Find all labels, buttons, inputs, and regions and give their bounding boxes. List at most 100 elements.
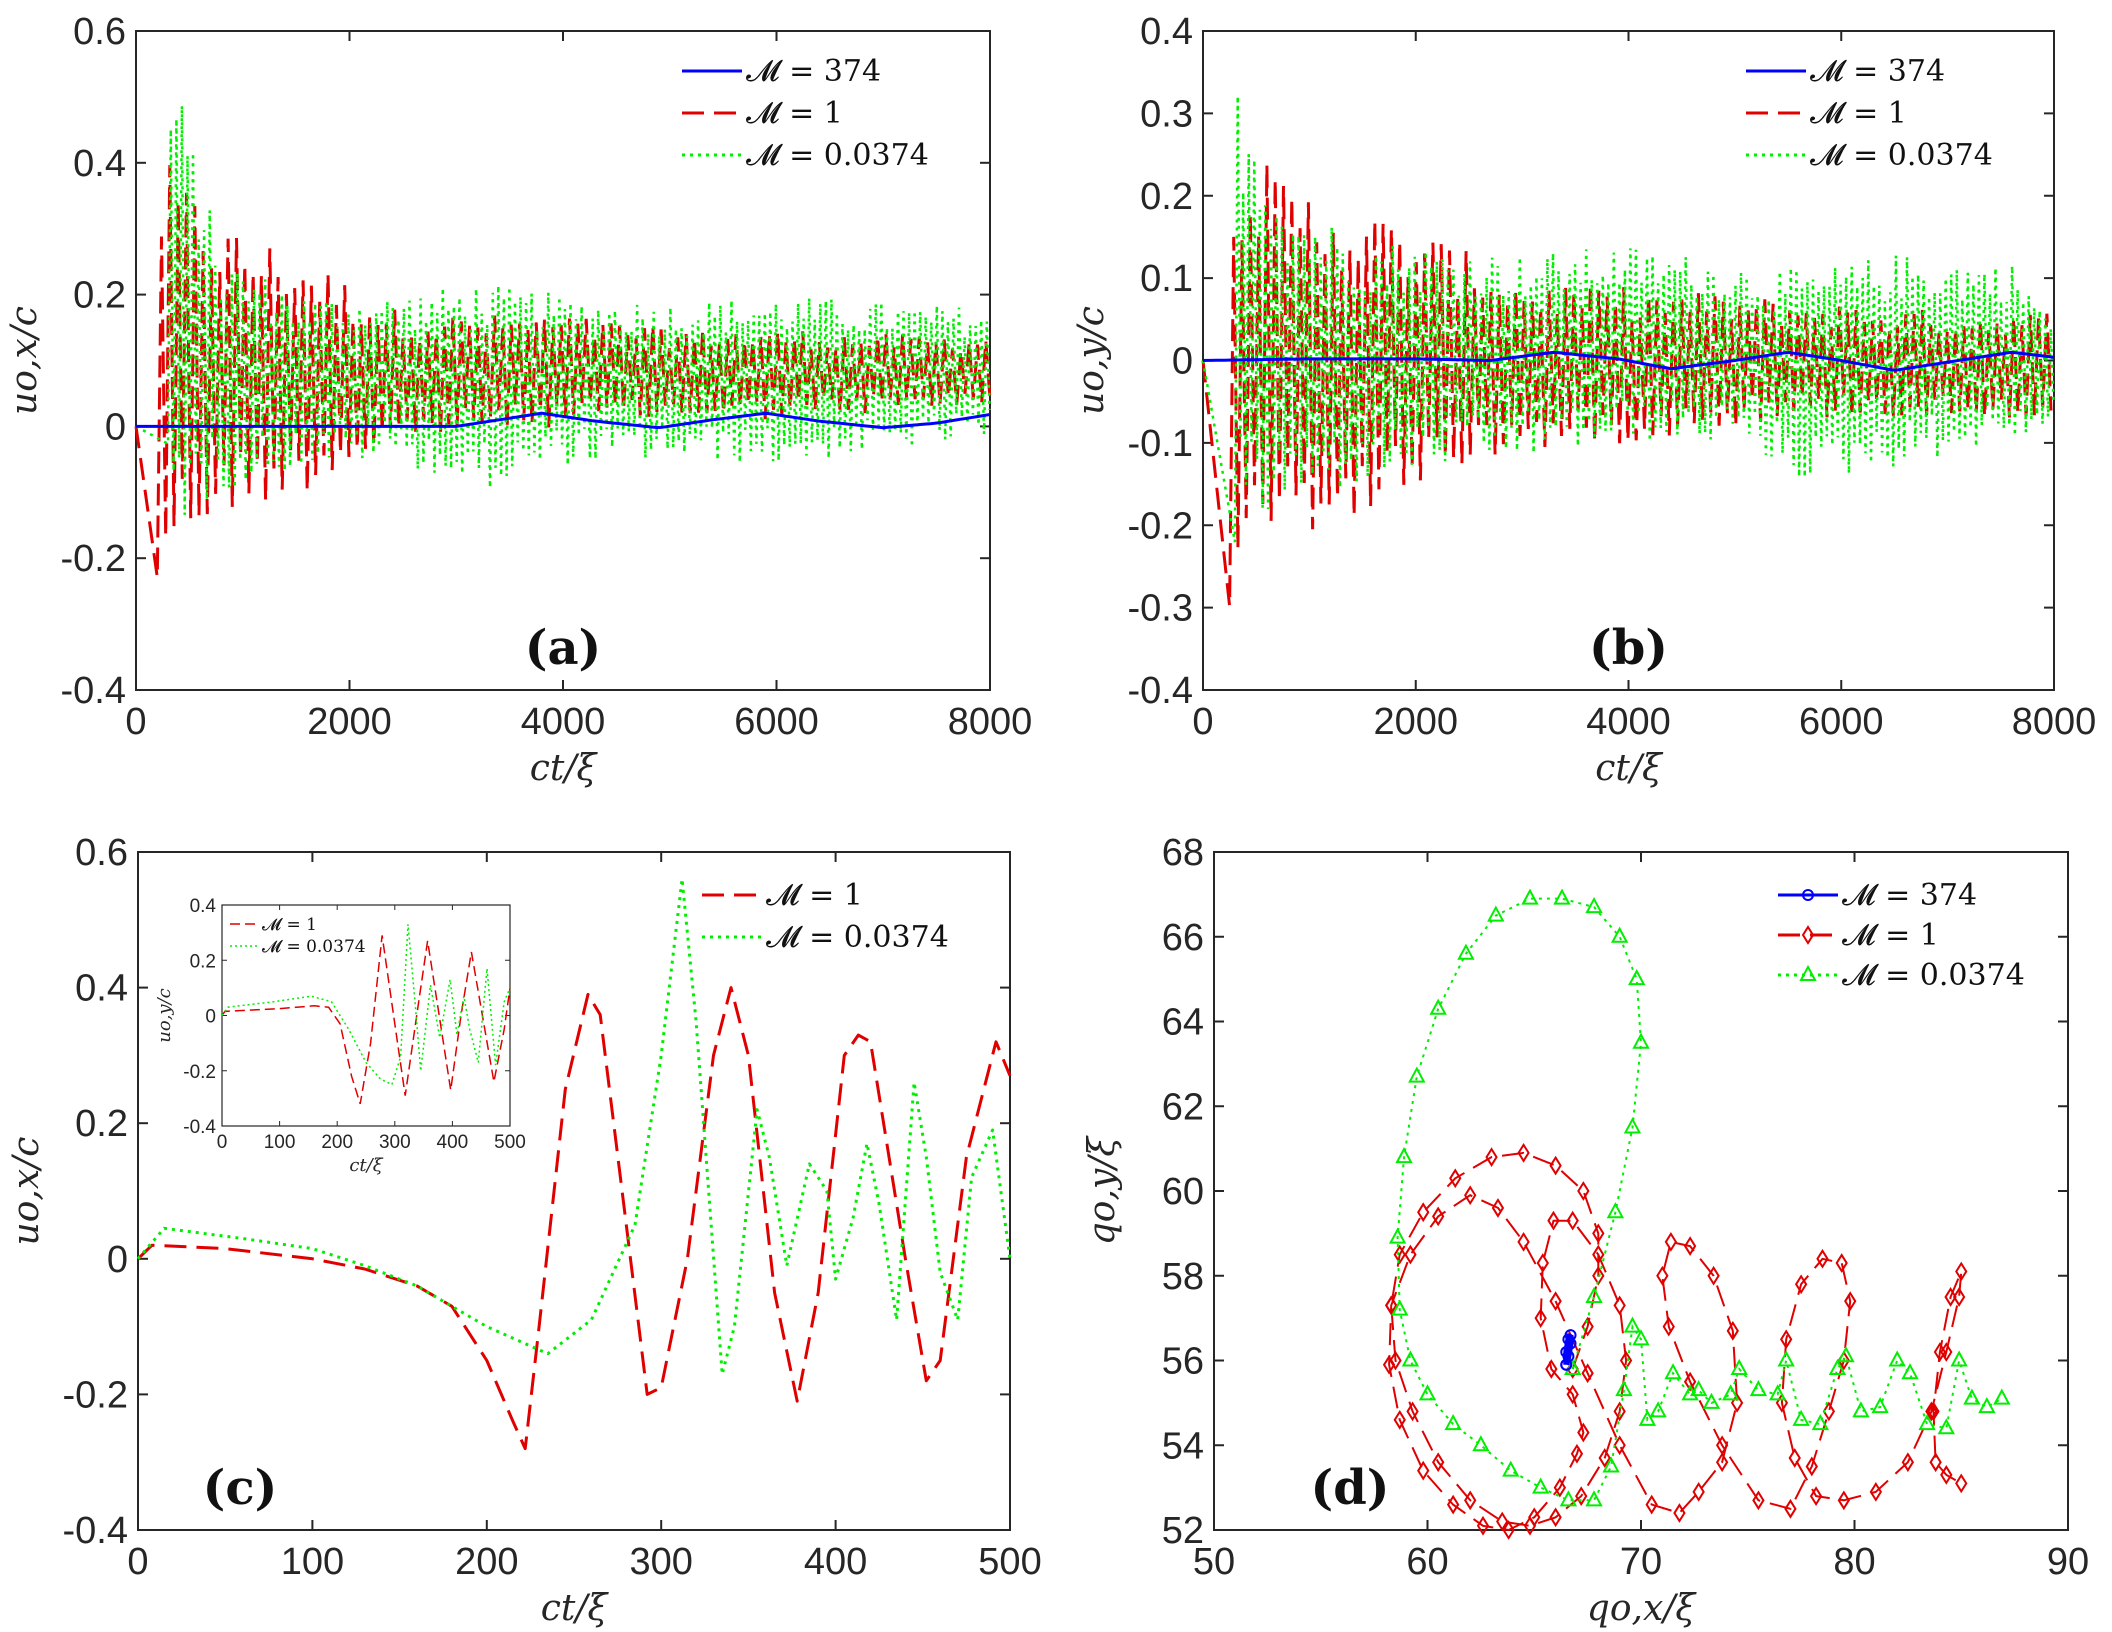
data-point: [1602, 1456, 1620, 1473]
y-axis-label: uo,x/c: [6, 1137, 47, 1246]
data-point: [1940, 1465, 1953, 1485]
data-point: [1553, 1477, 1567, 1498]
data-point: [1536, 1253, 1549, 1273]
data-point: [1549, 1507, 1562, 1528]
data-point: [1560, 1358, 1573, 1371]
data-point: [1395, 1146, 1413, 1164]
legend-label: 𝓜 = 1: [1842, 918, 1939, 953]
data-point: [1464, 1185, 1477, 1206]
data-point: [1418, 1384, 1437, 1401]
y-tick-label: 0.6: [73, 11, 126, 53]
series-line-blue: [136, 411, 991, 430]
data-point: [1585, 1286, 1603, 1303]
x-tick-label: 8000: [2012, 701, 2097, 743]
data-point: [1837, 1490, 1850, 1511]
data-point: [1560, 1346, 1573, 1359]
data-point: [1581, 1363, 1594, 1384]
y-tick-label: -0.4: [61, 670, 126, 712]
data-point: [1389, 1350, 1402, 1371]
data-point: [1721, 1384, 1740, 1401]
x-tick-label: 2000: [1373, 701, 1458, 743]
data-point: [1623, 1117, 1642, 1134]
data-point: [1792, 1409, 1810, 1426]
data-point: [1404, 1244, 1417, 1265]
panel-label: (c): [203, 1460, 278, 1516]
data-point: [1570, 1443, 1584, 1464]
y-tick-label: -0.4: [63, 1510, 128, 1552]
x-tick-label: 70: [1620, 1541, 1662, 1583]
x-tick-label: 0: [1192, 701, 1213, 743]
data-point: [1632, 1032, 1650, 1049]
data-point: [1610, 926, 1629, 943]
y-tick-label: -0.2: [63, 1374, 128, 1416]
data-point: [1950, 1350, 1968, 1367]
y-tick-label: 60: [1162, 1171, 1204, 1213]
data-point: [1385, 1295, 1398, 1316]
legend-marker: [1802, 889, 1814, 901]
y-tick-label: 0.2: [1140, 176, 1193, 218]
data-point: [1726, 1320, 1739, 1341]
y-tick-label: 0.2: [190, 951, 216, 972]
axes-frame: [137, 851, 1011, 1531]
y-tick-label: 0.2: [73, 275, 126, 317]
x-axis-label: ct/ξ: [541, 1588, 610, 1629]
data-point: [1613, 1435, 1626, 1456]
y-tick-label: -0.4: [183, 1117, 216, 1138]
inset-series-line-green: [221, 924, 511, 1086]
data-point: [1784, 1498, 1797, 1519]
data-point: [1585, 1490, 1603, 1507]
x-axis-label: ct/ξ: [349, 1155, 383, 1176]
data-point: [1472, 1435, 1490, 1452]
y-tick-label: 0.4: [75, 968, 128, 1010]
legend-label: 𝓜 = 1: [262, 915, 317, 935]
data-point: [1531, 1477, 1550, 1494]
x-tick-label: 0: [125, 701, 146, 743]
y-axis-label: qo,y/ξ: [1082, 1135, 1123, 1246]
data-point: [1852, 1401, 1870, 1418]
data-point: [1702, 1392, 1721, 1409]
data-point: [1549, 1155, 1562, 1176]
x-tick-label: 60: [1406, 1541, 1448, 1583]
data-point: [1901, 1363, 1919, 1380]
data-point: [1598, 1448, 1611, 1468]
legend-label: 𝓜 = 0.0374: [746, 138, 929, 173]
x-tick-label: 0: [217, 1132, 228, 1153]
data-point: [1809, 1486, 1823, 1506]
data-point: [1464, 1490, 1477, 1511]
data-point: [1408, 1066, 1426, 1083]
data-point: [1388, 1227, 1407, 1244]
data-point: [1649, 1401, 1667, 1418]
data-point: [1811, 1413, 1830, 1431]
data-point: [1664, 1363, 1682, 1380]
x-tick-label: 300: [379, 1132, 411, 1153]
data-point: [1835, 1253, 1848, 1273]
y-tick-label: -0.1: [1128, 423, 1193, 465]
data-point: [1749, 1380, 1768, 1397]
data-point: [1581, 1316, 1594, 1337]
legend-label: 𝓜 = 1: [766, 878, 863, 913]
data-point: [1978, 1397, 1996, 1414]
y-tick-label: -0.4: [1128, 670, 1193, 712]
y-tick-label: 68: [1162, 832, 1204, 874]
panel-a: 0 2000 4000 6000 8000 -0.4 -0.2 0 0.2 0.4 0.6 ct/ξ u…: [4, 11, 1032, 789]
data-point: [1816, 1248, 1829, 1269]
legend-marker: [1801, 925, 1815, 945]
data-point: [1393, 1244, 1406, 1265]
data-point: [1730, 1358, 1748, 1375]
series-line-green: [136, 877, 1012, 1376]
x-tick-label: 200: [321, 1132, 353, 1153]
panel-label: (a): [525, 620, 602, 676]
data-point: [1929, 1452, 1942, 1473]
data-point: [1487, 905, 1505, 922]
x-tick-label: 6000: [734, 701, 819, 743]
data-point: [1715, 1435, 1729, 1456]
legend-label: 𝓜 = 374: [746, 54, 881, 89]
x-tick-label: 4000: [1586, 701, 1671, 743]
legend-label: 𝓜 = 0.0374: [1842, 958, 2025, 993]
data-point: [1429, 998, 1447, 1015]
data-point: [1575, 1486, 1588, 1506]
x-tick-label: 100: [264, 1132, 296, 1153]
data-point: [1689, 1380, 1708, 1397]
data-point: [1871, 1397, 1889, 1414]
inset-chart: 0 100 200 300 400 500 -0.4 -0.2 0 0.2 0.4 ct/ξ uo,y/…: [154, 896, 526, 1176]
